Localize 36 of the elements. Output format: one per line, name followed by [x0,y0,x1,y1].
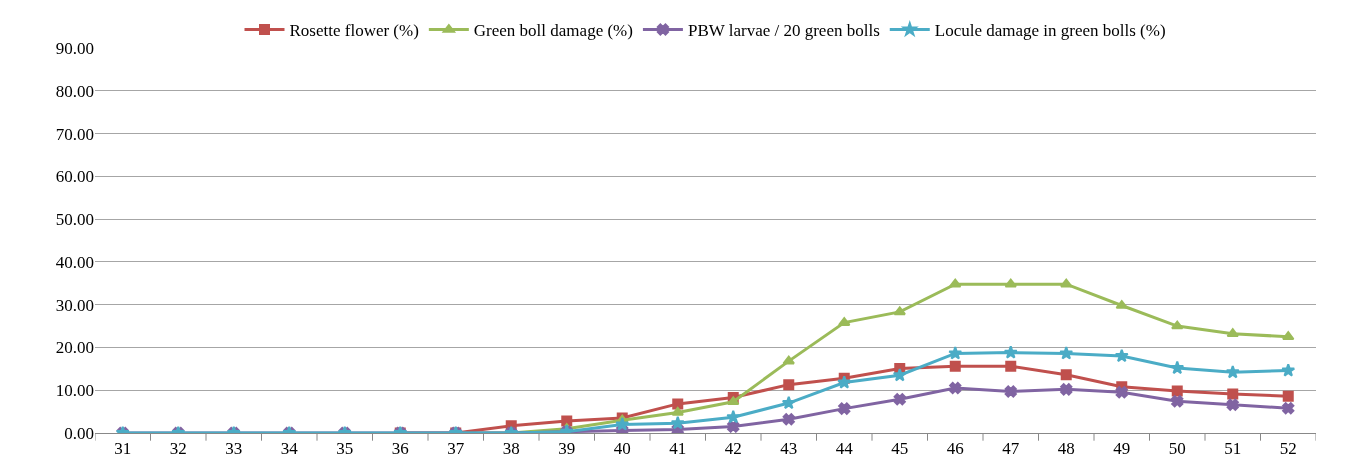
y-tick-label: 80.00 [55,81,94,101]
x-tick-label: 51 [1224,439,1242,459]
legend-label: Rosette flower (%) [289,21,419,41]
y-tick-label: 10.00 [55,381,94,401]
y-tick-label: 0.00 [64,423,94,443]
x-tick-label: 38 [502,439,520,459]
y-tick-label: 50.00 [55,210,94,230]
x-tick-label: 32 [169,439,187,459]
x-tick-label: 52 [1279,439,1297,459]
x-tick-label: 34 [280,439,299,459]
y-tick-label: 90.00 [55,38,94,58]
x-tick-label: 40 [613,439,631,459]
y-tick-label: 20.00 [55,338,94,358]
x-tick-label: 33 [225,439,243,459]
x-tick-label: 42 [724,439,742,459]
x-tick-label: 46 [946,439,964,459]
legend-label: Green boll damage (%) [473,21,633,41]
x-tick-label: 44 [835,439,854,459]
legend-label: Locule damage in green bolls (%) [934,21,1166,41]
x-tick-label: 45 [891,439,909,459]
x-tick-label: 48 [1057,439,1075,459]
y-tick-label: 60.00 [55,167,94,187]
x-tick-label: 41 [669,439,687,459]
x-tick-label: 49 [1113,439,1131,459]
x-tick-label: 47 [1002,439,1020,459]
x-tick-label: 35 [336,439,354,459]
x-tick-label: 39 [558,439,576,459]
x-tick-label: 43 [780,439,798,459]
legend-label: PBW larvae / 20 green bolls [687,21,880,41]
y-tick-label: 30.00 [55,295,94,315]
x-tick-label: 37 [447,439,465,459]
x-tick-label: 36 [391,439,409,459]
x-tick-label: 50 [1168,439,1186,459]
x-tick-label: 31 [114,439,132,459]
y-tick-label: 70.00 [55,124,94,144]
y-tick-label: 40.00 [55,252,94,272]
